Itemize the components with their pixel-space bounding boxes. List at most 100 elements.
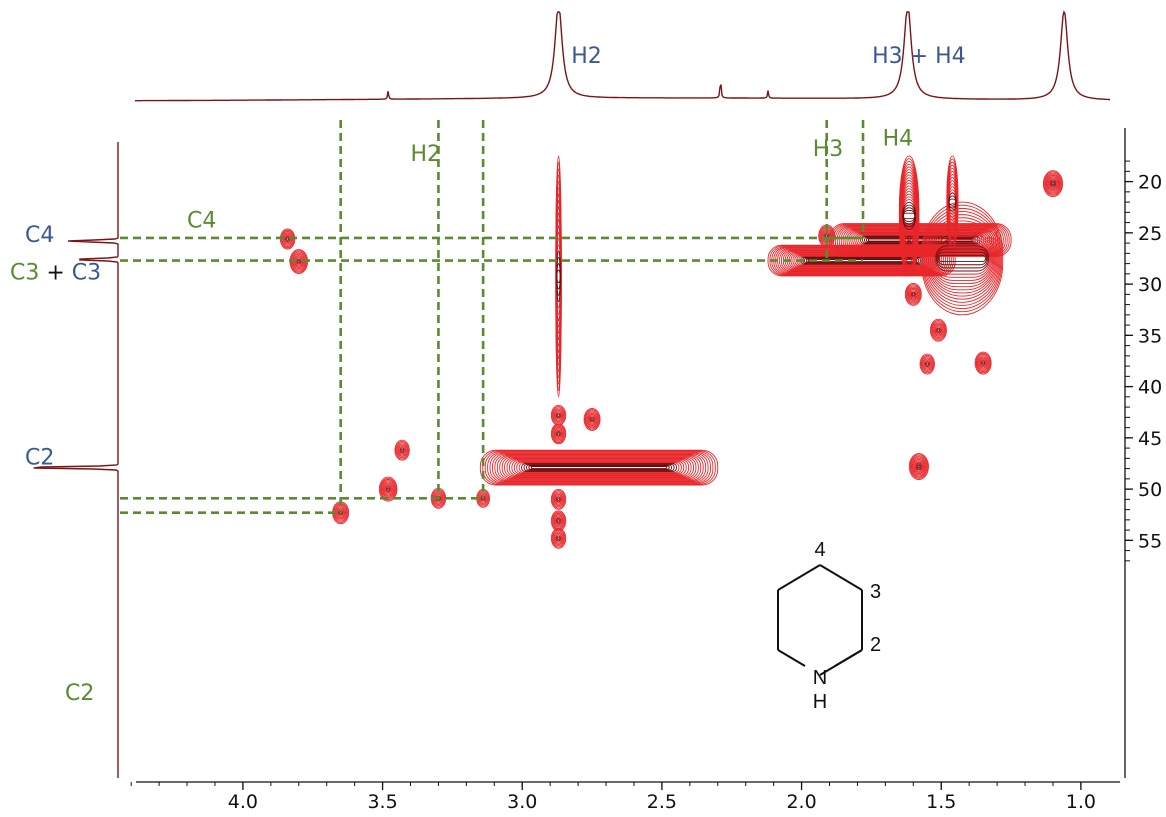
cross-peak-contour (396, 442, 408, 459)
cross-peak-contour (552, 491, 565, 508)
cross-peak-contour (588, 415, 596, 424)
c3-green-part: C3 (10, 261, 39, 286)
cross-peak-contour (551, 424, 566, 443)
cross-peak-band-contour (509, 459, 690, 476)
cross-peak-contour (380, 479, 396, 500)
axes-layer: 4.0 3.5 3.0 2.5 2.0 1.5 1.0 20 25 30 35 40 45 50 55 (130, 128, 1162, 813)
x-tick-label: 1.5 (926, 791, 956, 813)
c3-joiner: + (39, 261, 71, 286)
cross-peak-contour (383, 482, 394, 496)
guide-annotation-c2: C2 (65, 681, 94, 706)
x-tick-label: 2.5 (647, 791, 677, 813)
cross-peak-contour (925, 361, 930, 367)
cross-peak-band-contour (844, 229, 996, 251)
cross-peak-band-contour (499, 456, 699, 480)
guide-annotation-h4: H4 (883, 127, 914, 152)
cross-peak-contour (286, 237, 289, 241)
cross-peak-contour (557, 432, 560, 436)
cross-peak-contour (919, 353, 935, 375)
x-tick-label: 3.0 (507, 791, 537, 813)
ring-bond (819, 564, 863, 591)
cross-peak-contour (557, 519, 560, 523)
cross-peak-band-contour (516, 461, 682, 474)
cross-peak-contour (557, 413, 560, 417)
cross-peak-contour (920, 354, 935, 374)
cross-peak-contour (937, 328, 940, 332)
cross-peak-contour (908, 453, 929, 480)
atom-label-4: 4 (814, 539, 825, 561)
cross-peak-contour (905, 284, 921, 305)
cross-peak-contour (555, 534, 562, 543)
cross-peak-band-contour (482, 450, 716, 485)
cross-peak-band-contour (926, 217, 999, 300)
cross-peak-contour (924, 359, 931, 369)
cross-peak-band-contour (521, 463, 677, 472)
cross-peak-contour (556, 535, 561, 542)
combined-c3-label: C3 + C3 (10, 261, 101, 286)
cross-peak-contour (1048, 177, 1058, 191)
cross-peak-contour (932, 322, 945, 339)
cross-peak-band-contour (922, 204, 1003, 313)
y-tick-label: 20 (1138, 172, 1162, 194)
atom-label-3: 3 (870, 581, 881, 603)
cross-peak-band-contour (860, 235, 981, 245)
guide-annotation-h3: H3 (813, 137, 844, 162)
cross-peak-band-contour (938, 254, 986, 263)
cross-peak-contour (975, 352, 991, 374)
cross-peak-contour (553, 427, 564, 441)
cross-peak-contour (336, 507, 345, 519)
top-projection-trace (135, 10, 1110, 102)
ring-bond (834, 649, 863, 667)
cross-peak-contour (382, 481, 394, 497)
cross-peak-contour (931, 321, 946, 340)
cross-peak-contour (911, 291, 916, 298)
cross-peak-contour (555, 429, 562, 438)
cross-peak-band-contour (556, 269, 561, 284)
cross-peak-contour (480, 495, 486, 502)
cross-peak-band-contour (928, 223, 997, 294)
cross-peak-contour (297, 259, 301, 264)
cross-peak-band-contour (948, 189, 957, 215)
cross-peak-contour (556, 496, 561, 503)
cross-peak-contour (335, 506, 346, 520)
cross-peak-contour (550, 488, 567, 510)
cross-peak-contour (584, 409, 600, 430)
cross-peak-contour (1049, 179, 1057, 188)
cross-peak-band-contour (492, 453, 707, 482)
cross-peak-contour (921, 356, 934, 372)
cross-peak-contour (935, 326, 942, 335)
left-projection-label: C4 (25, 223, 54, 248)
cross-peak-band-contour (526, 464, 673, 471)
left-projection-label: C2 (25, 445, 54, 470)
cross-peak-band-contour (923, 207, 1002, 310)
cross-peak-contour (385, 485, 392, 494)
ring-bond (777, 564, 821, 591)
cross-peak-contour (385, 486, 391, 492)
cross-peak-contour (554, 493, 563, 505)
cross-peak-contour (976, 354, 990, 373)
cross-peak-band-contour (487, 452, 711, 484)
cross-peak-contour (479, 492, 488, 504)
cross-peak-contour (395, 440, 409, 460)
cross-peak-contour (378, 476, 398, 502)
cross-peak-contour (936, 327, 941, 334)
cross-peak-band-contour (834, 225, 1006, 255)
cross-peak-contour (554, 409, 563, 421)
cross-peak-contour (555, 411, 562, 420)
cross-peak-contour (554, 532, 563, 544)
x-tick-label: 3.5 (367, 791, 397, 813)
cross-peak-contour (381, 480, 395, 498)
cross-peak-band-contour (530, 466, 668, 470)
ring-bond (777, 649, 806, 667)
cross-peak-contour (906, 285, 920, 304)
y-tick-label: 45 (1138, 428, 1162, 450)
y-tick-label: 55 (1138, 530, 1162, 552)
cross-peak-contour (915, 462, 922, 471)
cross-peak-contour (554, 428, 563, 440)
cross-peak-contour (914, 460, 924, 473)
cross-peak-contour (553, 408, 564, 422)
cross-peak-contour (1051, 182, 1055, 186)
cross-peak-contour (974, 351, 992, 375)
cross-peak-band-contour (932, 236, 992, 281)
cross-peak-contour (379, 477, 397, 501)
